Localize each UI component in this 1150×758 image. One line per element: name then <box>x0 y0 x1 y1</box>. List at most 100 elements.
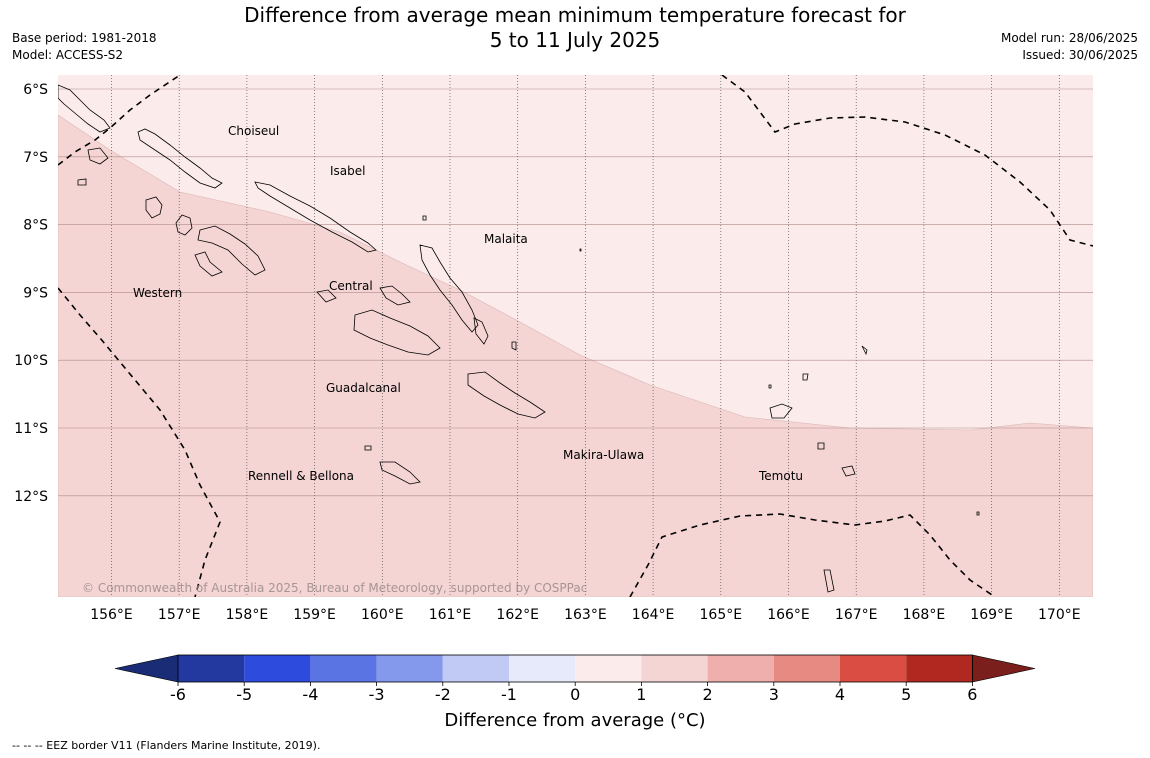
colorbar-low-extension <box>114 654 179 683</box>
model-run-text: Model run: 28/06/2025 <box>1000 31 1138 45</box>
colorbar-tick-label: -6 <box>170 685 186 704</box>
rendova-island <box>194 251 223 277</box>
meta-left: Base period: 1981-2018 Model: ACCESS-S2 <box>12 30 157 64</box>
isabel-island <box>254 181 377 253</box>
region-label-guadalcanal: Guadalcanal <box>326 381 401 395</box>
ulawa-island <box>511 341 517 351</box>
colorbar-tick-label: -1 <box>501 685 517 704</box>
lon-tick-label: 163°E <box>564 607 607 623</box>
florida-islands <box>379 285 411 306</box>
small-island-2 <box>976 511 980 516</box>
gridlines <box>58 75 1093 597</box>
region-label-makira-ulawa: Makira-Ulawa <box>563 448 644 462</box>
lon-tick-label: 157°E <box>158 607 201 623</box>
colorbar-swatch <box>376 655 443 682</box>
colorbar-swatch <box>707 655 774 682</box>
colorbar-tick-label: -4 <box>302 685 318 704</box>
eez-borders <box>58 75 1093 597</box>
reef-islands <box>802 373 809 381</box>
model-text: Model: ACCESS-S2 <box>12 48 124 62</box>
shortland-area <box>87 147 109 165</box>
colorbar-tick-label: 1 <box>636 685 646 704</box>
vella-lavella-island <box>145 196 163 219</box>
region-label-isabel: Isabel <box>330 164 365 178</box>
lat-tick-label: 9°S <box>23 285 48 301</box>
colorbar-tick-label: 0 <box>570 685 580 704</box>
colorbar-tick-label: -3 <box>369 685 385 704</box>
lon-tick-label: 164°E <box>632 607 675 623</box>
colorbar-tick-label: 4 <box>835 685 845 704</box>
colorbar-tick-label: 3 <box>769 685 779 704</box>
region-label-western: Western <box>133 286 182 300</box>
lon-tick-label: 165°E <box>700 607 743 623</box>
lon-tick-label: 160°E <box>361 607 404 623</box>
guadalcanal-island <box>353 309 441 356</box>
duff-islands <box>861 345 868 356</box>
lon-tick-label: 159°E <box>293 607 336 623</box>
colorbar: -6 -5 -4 -3 -2 -1 0 1 2 3 4 5 6 <box>114 654 1036 704</box>
base-period-text: Base period: 1981-2018 <box>12 31 157 45</box>
small-island-4 <box>768 384 772 389</box>
rennell-island <box>379 461 421 485</box>
utupua-island <box>817 442 825 450</box>
region-label-choiseul: Choiseul <box>228 124 279 138</box>
title-line-1: Difference from average mean minimum tem… <box>244 3 906 27</box>
lat-tick-label: 8°S <box>23 218 48 234</box>
colorbar-tick-label: 2 <box>703 685 713 704</box>
colorbar-high-extension <box>972 654 1036 683</box>
title-line-2: 5 to 11 July 2025 <box>489 28 661 52</box>
lon-tick-label: 158°E <box>226 607 269 623</box>
colorbar-swatch <box>310 655 377 682</box>
colorbar-swatch <box>641 655 708 682</box>
lon-tick-label: 156°E <box>90 607 133 623</box>
colorbar-swatch <box>509 655 576 682</box>
lon-tick-label: 162°E <box>496 607 539 623</box>
new-georgia-island <box>175 214 193 236</box>
region-label-central: Central <box>329 279 373 293</box>
eez-border-north <box>58 75 181 166</box>
meta-right: Model run: 28/06/2025 Issued: 30/06/2025 <box>1001 30 1138 64</box>
lon-tick-label: 170°E <box>1038 607 1081 623</box>
small-island-5 <box>77 178 87 186</box>
eez-footnote: -- -- -- EEZ border V11 (Flanders Marine… <box>12 739 321 752</box>
colorbar-tick-label: 6 <box>967 685 977 704</box>
colorbar-swatch <box>575 655 642 682</box>
lat-tick-label: 7°S <box>23 150 48 166</box>
colorbar-swatch <box>773 655 840 682</box>
lon-tick-label: 167°E <box>835 607 878 623</box>
region-labels: Choiseul Isabel Malaita Western Central … <box>133 124 803 483</box>
eez-border-east-arc <box>721 75 1093 247</box>
vanikoro-island <box>841 465 856 477</box>
latitude-labels: 6°S 7°S 8°S 9°S 10°S 11°S 12°S <box>14 82 48 505</box>
lat-tick-label: 12°S <box>14 489 48 505</box>
lon-tick-label: 166°E <box>767 607 810 623</box>
colorbar-tick-label: 5 <box>901 685 911 704</box>
lon-tick-label: 169°E <box>970 607 1013 623</box>
lon-tick-label: 168°E <box>903 607 946 623</box>
colorbar-tick-label: -2 <box>435 685 451 704</box>
santa-cruz-island <box>769 403 793 419</box>
region-label-malaita: Malaita <box>484 232 528 246</box>
colorbar-label: Difference from average (°C) <box>444 710 706 731</box>
tikopia-island <box>823 569 835 593</box>
colorbar-swatch <box>840 655 907 682</box>
colorbar-swatch <box>178 655 245 682</box>
colorbar-tick-label: -5 <box>236 685 252 704</box>
region-label-rennell-bellona: Rennell & Bellona <box>248 469 354 483</box>
chart-title: Difference from average mean minimum tem… <box>0 3 1150 53</box>
eez-border-south <box>629 513 996 597</box>
issued-text: Issued: 30/06/2025 <box>1022 48 1138 62</box>
lat-tick-label: 10°S <box>14 353 48 369</box>
lon-tick-label: 161°E <box>429 607 472 623</box>
anomaly-1-to-2-area <box>58 114 1093 597</box>
map-panel: Choiseul Isabel Malaita Western Central … <box>58 75 1093 597</box>
choiseul-island <box>137 128 223 189</box>
small-island-1 <box>579 248 582 252</box>
small-malaita-island <box>473 317 489 345</box>
colorbar-swatch <box>442 655 509 682</box>
new-georgia-group <box>197 225 266 276</box>
longitude-labels: 156°E 157°E 158°E 159°E 160°E 161°E 162°E 163°E… <box>90 607 1080 623</box>
bellona-island <box>364 445 372 451</box>
coastlines <box>58 84 980 593</box>
